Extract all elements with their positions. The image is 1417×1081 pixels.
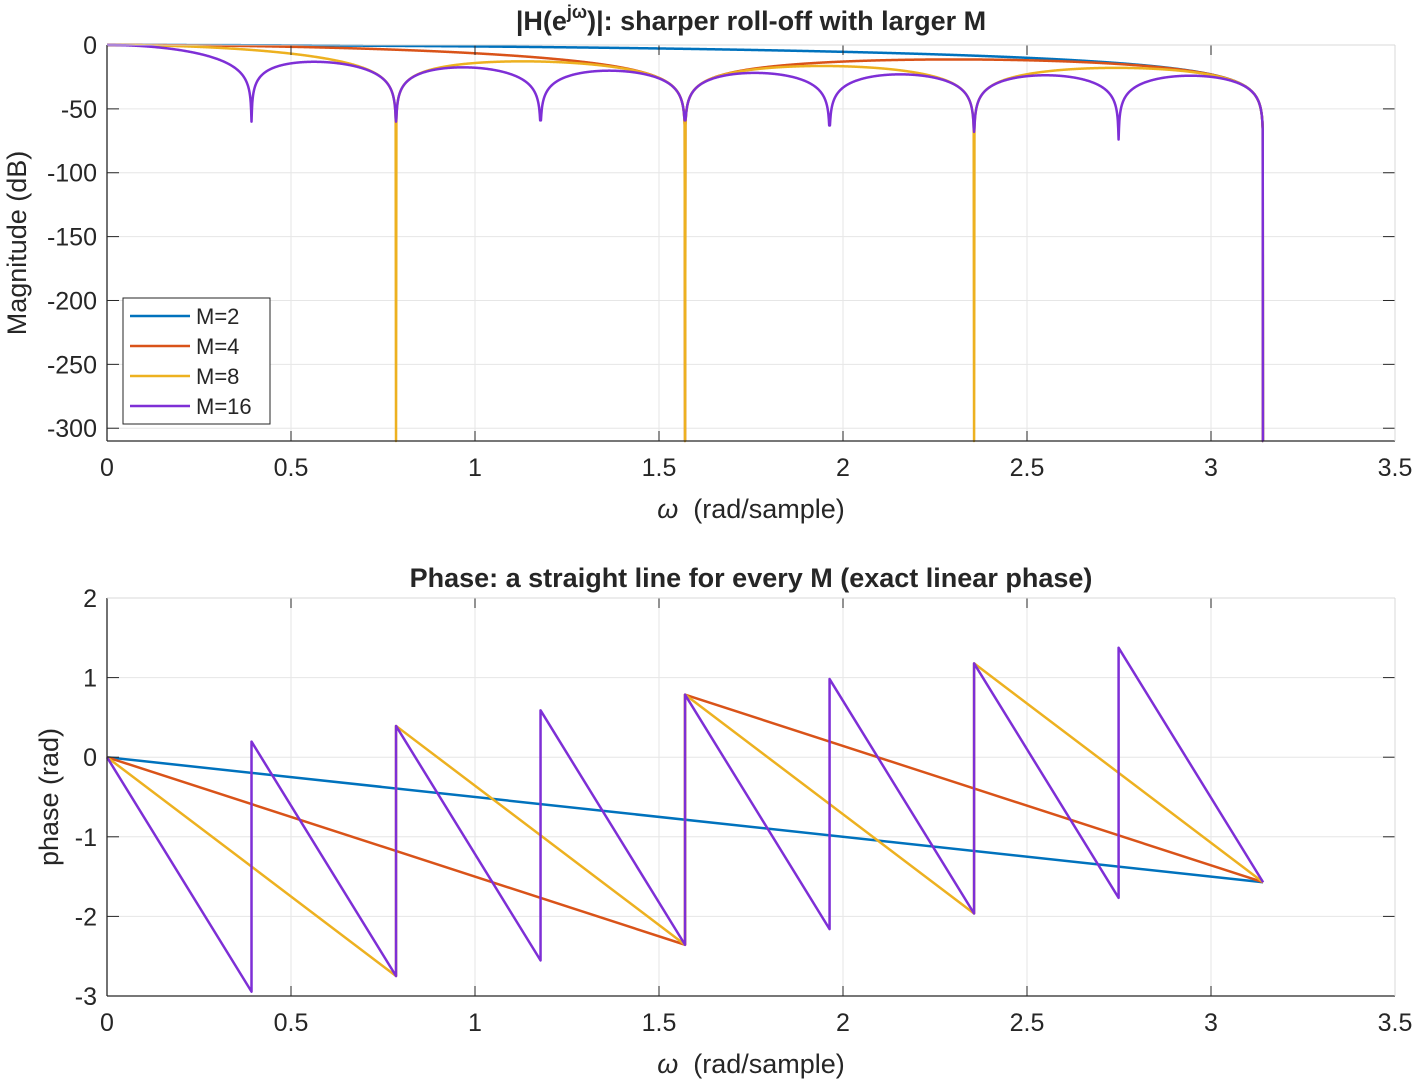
phase-ytick-label: 0 [83, 744, 97, 772]
phase-xlabel-rest: (rad/sample) [678, 1049, 845, 1079]
magnitude-axes: 0 0.5 1 1.5 2 2.5 3 3.5 0 -50 -100 -150 -200 -250 -300… [2, 2, 1412, 524]
phase-xlabel-symbol: ω [657, 1049, 678, 1079]
phase-axes-frame [106, 597, 1396, 997]
magnitude-line-m8 [106, 43, 1265, 443]
magnitude-ytick-label: -150 [47, 224, 97, 252]
phase-line-m16 [105, 646, 1265, 993]
magnitude-xtick-label: 2 [836, 454, 850, 482]
phase-ytick-label: -1 [75, 824, 97, 852]
magnitude-title: |H(ejω)|: sharper roll-off with larger M [516, 2, 986, 36]
phase-ytick-label: -2 [75, 903, 97, 931]
magnitude-title-post: )|: sharper roll-off with larger M [587, 6, 986, 36]
phase-tick-labels: 0 0.5 1 1.5 2 2.5 3 3.5 2 1 0 -1 -2 -3 [75, 585, 1413, 1037]
legend-label-m4: M=4 [196, 334, 239, 359]
phase-xtick-label: 3 [1204, 1009, 1218, 1037]
magnitude-xlabel: ω (rad/sample) [657, 494, 845, 524]
magnitude-grid [106, 44, 1396, 441]
magnitude-title-superscript: jω [566, 2, 587, 22]
magnitude-ytick-label: -300 [47, 415, 97, 443]
magnitude-xtick-label: 3 [1204, 454, 1218, 482]
phase-xtick-label: 0 [100, 1009, 114, 1037]
magnitude-tick-labels: 0 0.5 1 1.5 2 2.5 3 3.5 0 -50 -100 -150 -200 -250 -300 [47, 32, 1412, 482]
phase-xtick-label: 0.5 [274, 1009, 309, 1037]
magnitude-xtick-label: 0.5 [274, 454, 309, 482]
phase-xtick-label: 1.5 [642, 1009, 677, 1037]
magnitude-ytick-label: 0 [83, 32, 97, 60]
phase-xtick-label: 2.5 [1010, 1009, 1045, 1037]
magnitude-ytick-label: -200 [47, 287, 97, 315]
phase-ytick-label: 1 [83, 665, 97, 693]
magnitude-xlabel-symbol: ω [657, 494, 678, 524]
magnitude-series [106, 43, 1265, 443]
phase-title: Phase: a straight line for every M (exac… [410, 563, 1093, 593]
phase-xtick-label: 2 [836, 1009, 850, 1037]
magnitude-axes-frame [106, 44, 1396, 442]
magnitude-ytick-label: -50 [61, 96, 97, 124]
legend-label-m16: M=16 [196, 394, 252, 419]
magnitude-title-pre: |H(e [516, 6, 567, 36]
magnitude-line-m16 [106, 43, 1265, 443]
phase-series [105, 646, 1265, 993]
magnitude-xlabel-rest: (rad/sample) [678, 494, 845, 524]
magnitude-ytick-label: -100 [47, 160, 97, 188]
phase-ytick-label: 2 [83, 585, 97, 613]
phase-xlabel: ω (rad/sample) [657, 1049, 845, 1079]
phase-ylabel: phase (rad) [34, 728, 64, 866]
magnitude-xtick-label: 3.5 [1378, 454, 1413, 482]
magnitude-xtick-label: 0 [100, 454, 114, 482]
phase-xtick-label: 3.5 [1378, 1009, 1413, 1037]
magnitude-xtick-label: 2.5 [1010, 454, 1045, 482]
phase-axes: 0 0.5 1 1.5 2 2.5 3 3.5 2 1 0 -1 -2 -3 Phase: a strai… [34, 563, 1412, 1079]
legend-label-m2: M=2 [196, 304, 239, 329]
legend-box [122, 297, 271, 425]
magnitude-ytick-label: -250 [47, 351, 97, 379]
phase-xtick-label: 1 [468, 1009, 482, 1037]
phase-ytick-label: -3 [75, 983, 97, 1011]
magnitude-ylabel: Magnitude (dB) [2, 151, 32, 336]
legend: M=2 M=4 M=8 M=16 [122, 297, 271, 425]
magnitude-xtick-label: 1.5 [642, 454, 677, 482]
magnitude-xtick-label: 1 [468, 454, 482, 482]
legend-label-m8: M=8 [196, 364, 239, 389]
